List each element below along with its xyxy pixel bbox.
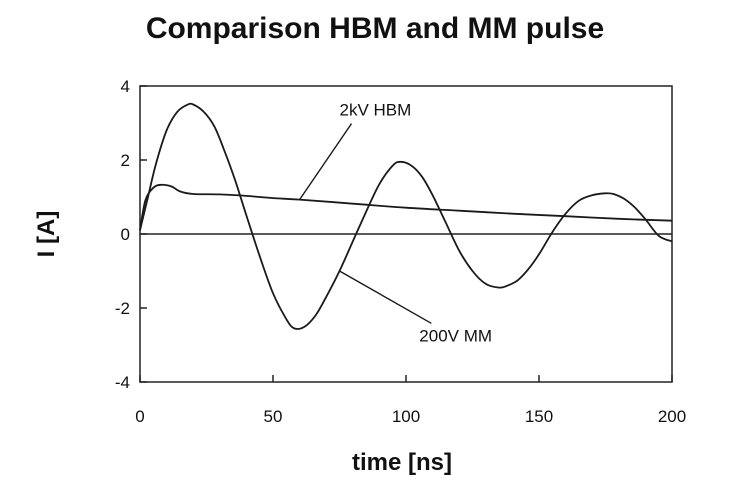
y-tick-label: 0 [121, 225, 130, 244]
x-tick-label: 100 [392, 407, 420, 426]
x-tick-label: 50 [264, 407, 283, 426]
series-line-mm [139, 102, 673, 330]
x-tick-label: 150 [525, 407, 553, 426]
chart-title: Comparison HBM and MM pulse [146, 12, 604, 45]
y-tick-label: 4 [121, 77, 130, 96]
series-layer [139, 102, 673, 330]
y-axis: -4 -2 0 2 4 [115, 77, 147, 392]
x-tick-label: 0 [135, 407, 144, 426]
annotation-label: 200V MM [419, 326, 492, 345]
y-tick-label: -4 [115, 373, 130, 392]
x-axis: 0 50 100 150 200 [135, 375, 686, 426]
annotation-label: 2kV HBM [340, 101, 412, 120]
y-axis-label: I [A] [33, 211, 60, 258]
x-tick-label: 200 [658, 407, 686, 426]
annotation-leader [339, 270, 432, 324]
y-tick-label: -2 [115, 299, 130, 318]
y-tick-label: 2 [121, 151, 130, 170]
x-axis-label: time [ns] [352, 449, 452, 476]
series-line-hbm [139, 183, 673, 231]
annotation-leader [299, 123, 353, 200]
annotation-layer: 2kV HBM 200V MM [299, 101, 492, 345]
